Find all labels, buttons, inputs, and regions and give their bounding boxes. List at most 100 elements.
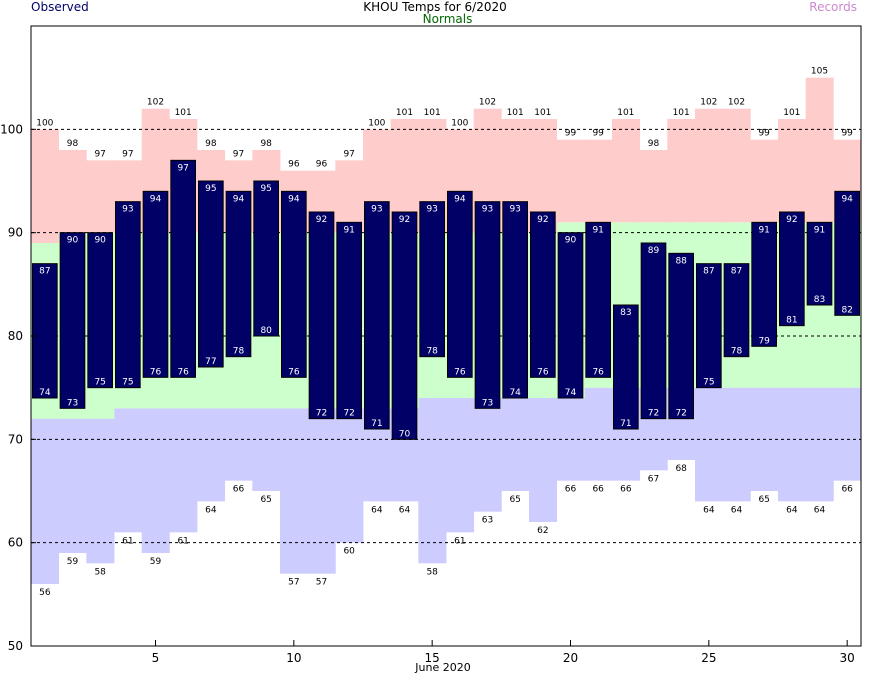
record-low-band [805, 387, 834, 502]
record-high-band [722, 108, 751, 223]
record-low-label: 64 [814, 505, 826, 515]
record-high-label: 101 [783, 108, 800, 118]
x-tick-label: 15 [425, 651, 440, 665]
record-low-band [501, 398, 530, 491]
record-low-band [224, 408, 253, 481]
record-low-label: 67 [648, 474, 659, 484]
record-high-label: 97 [94, 149, 105, 159]
record-low-band [307, 408, 336, 574]
observed-high-label: 94 [150, 194, 162, 204]
record-low-label: 58 [94, 567, 106, 577]
observed-low-label: 72 [316, 409, 327, 419]
record-low-band [722, 387, 751, 502]
observed-low-label: 75 [122, 378, 133, 388]
record-low-band [584, 387, 613, 481]
record-high-band [556, 139, 585, 223]
observed-high-label: 95 [260, 184, 271, 194]
observed-low-label: 81 [786, 316, 797, 326]
observed-legend-label: Observed [31, 0, 89, 14]
record-high-band [612, 119, 641, 223]
chart-title: KHOU Temps for 6/2020 [363, 0, 507, 14]
observed-low-label: 79 [758, 336, 770, 346]
observed-bar [253, 180, 279, 337]
record-high-band [58, 150, 87, 233]
record-low-band [86, 418, 115, 564]
record-low-label: 57 [288, 578, 299, 588]
record-low-label: 57 [316, 578, 327, 588]
observed-low-label: 72 [343, 409, 354, 419]
record-low-label: 59 [150, 557, 162, 567]
x-axis-label: June 2020 [414, 661, 470, 674]
record-high-label: 101 [617, 108, 634, 118]
observed-low-label: 70 [399, 429, 411, 439]
record-high-label: 98 [260, 139, 272, 149]
record-high-label: 101 [175, 108, 192, 118]
record-low-label: 61 [454, 536, 465, 546]
observed-bar [447, 190, 473, 378]
observed-bar [502, 201, 529, 399]
record-high-band [695, 108, 724, 223]
record-low-label: 64 [731, 505, 743, 515]
record-low-band [141, 408, 170, 553]
record-low-label: 64 [371, 505, 383, 515]
record-low-label: 61 [177, 536, 188, 546]
observed-bar [364, 201, 390, 430]
record-high-band [86, 160, 115, 233]
observed-low-label: 74 [509, 388, 521, 398]
observed-low-label: 76 [592, 367, 604, 377]
observed-high-label: 95 [205, 184, 216, 194]
observed-high-label: 89 [648, 246, 660, 256]
observed-high-label: 94 [454, 194, 466, 204]
record-low-label: 65 [260, 495, 271, 505]
record-low-band [169, 408, 198, 533]
record-low-label: 64 [786, 505, 798, 515]
record-low-layer [31, 387, 862, 584]
record-high-label: 96 [288, 160, 300, 170]
data-labels-layer: 87 74 100 56 90 73 98 59 90 75 97 58 93 75 97 61 94 76 102… [36, 67, 853, 598]
normals-legend-label: Normals [422, 12, 473, 26]
observed-bar [640, 242, 667, 420]
record-high-label: 96 [316, 160, 328, 170]
observed-bar [751, 221, 777, 347]
record-low-label: 66 [565, 485, 577, 495]
y-tick-label: 50 [8, 639, 23, 653]
record-low-band [418, 398, 447, 564]
observed-low-label: 76 [177, 367, 189, 377]
observed-low-label: 83 [814, 295, 825, 305]
observed-bar [585, 221, 611, 378]
observed-high-label: 83 [620, 308, 631, 318]
observed-bar [391, 211, 418, 440]
observed-bar [225, 190, 252, 358]
record-high-label: 99 [841, 129, 853, 139]
observed-bar [32, 263, 58, 399]
observed-high-label: 92 [316, 215, 327, 225]
record-high-label: 98 [648, 139, 660, 149]
record-low-label: 60 [343, 547, 355, 557]
record-low-band [446, 398, 475, 533]
observed-bar [142, 190, 169, 378]
record-low-band [58, 418, 87, 553]
observed-low-label: 76 [150, 367, 162, 377]
observed-high-label: 93 [482, 205, 493, 215]
observed-bar [198, 180, 224, 368]
record-low-label: 64 [703, 505, 715, 515]
record-high-label: 102 [700, 98, 717, 108]
record-high-label: 101 [507, 108, 524, 118]
observed-bar [474, 201, 501, 409]
y-tick-label: 80 [8, 329, 23, 343]
observed-low-label: 78 [233, 347, 245, 357]
observed-bars-layer [32, 159, 860, 440]
record-low-label: 66 [592, 485, 604, 495]
record-high-label: 102 [479, 98, 496, 108]
record-low-band [252, 408, 281, 491]
observed-high-label: 91 [592, 225, 603, 235]
record-low-label: 65 [509, 495, 520, 505]
record-high-label: 100 [368, 118, 385, 128]
y-tick-label: 60 [8, 536, 23, 550]
record-low-label: 56 [39, 588, 51, 598]
record-low-label: 64 [205, 505, 217, 515]
x-tick-label: 20 [563, 651, 578, 665]
x-tick-label: 10 [286, 651, 301, 665]
observed-bar [779, 211, 805, 327]
